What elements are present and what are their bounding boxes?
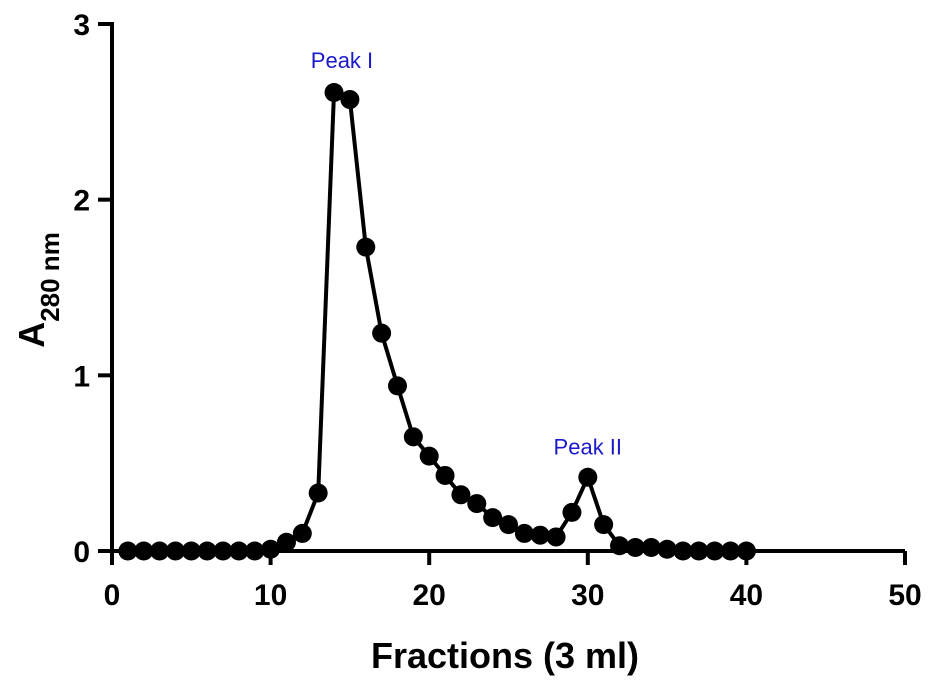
data-point	[324, 83, 344, 103]
data-point	[181, 541, 201, 561]
data-point	[499, 515, 518, 535]
peak-annotation: Peak I	[311, 48, 373, 73]
y-tick-label: 1	[73, 360, 90, 393]
data-point	[372, 323, 392, 343]
data-point	[689, 541, 709, 561]
data-point	[308, 483, 328, 503]
data-point	[530, 525, 550, 545]
data-point	[705, 541, 725, 561]
data-point	[165, 541, 185, 561]
axes: 0 10 20 30 40 50 0 1 2 3	[73, 9, 921, 612]
data-point	[451, 485, 471, 505]
data-point	[245, 541, 265, 561]
x-tick-label: 50	[888, 579, 921, 612]
data-point	[594, 515, 614, 535]
data-point	[356, 237, 376, 257]
data-point	[578, 467, 598, 487]
data-point	[276, 532, 296, 552]
data-point	[213, 541, 233, 561]
data-point	[292, 523, 312, 543]
data-point	[229, 541, 249, 561]
data-point	[610, 536, 630, 556]
data-point	[403, 427, 423, 447]
data-point	[641, 537, 661, 557]
data-point	[467, 494, 487, 514]
y-tick-label: 2	[73, 185, 90, 218]
x-tick-label: 10	[254, 579, 287, 612]
x-axis-title: Fractions (3 ml)	[371, 635, 639, 676]
data-point	[197, 541, 217, 561]
data-point	[625, 537, 645, 557]
y-axis-title: A280 nm	[11, 232, 65, 348]
y-tick-label: 3	[73, 9, 90, 42]
data-point	[134, 541, 154, 561]
y-axis-title-main: A	[11, 322, 52, 348]
data-point	[419, 446, 439, 466]
y-axis-title-subscript: 280 nm	[35, 232, 65, 322]
data-point	[435, 465, 455, 485]
x-tick-label: 30	[571, 579, 604, 612]
y-tick-label: 0	[73, 536, 90, 569]
data-point	[546, 527, 566, 547]
x-tick-label: 40	[730, 579, 763, 612]
x-tick-label: 20	[413, 579, 446, 612]
x-tick-label: 0	[104, 579, 121, 612]
data-point	[721, 541, 741, 561]
peak-annotation: Peak II	[554, 434, 622, 459]
data-point	[150, 541, 170, 561]
annotation-layer: Peak I Peak II	[311, 48, 622, 459]
series-layer	[118, 83, 756, 561]
data-point	[483, 508, 503, 528]
data-point	[562, 502, 582, 522]
data-point	[118, 541, 138, 561]
data-point	[514, 523, 534, 543]
data-point	[340, 90, 360, 110]
series-line	[127, 90, 747, 553]
data-point	[736, 541, 756, 561]
data-point	[673, 541, 693, 561]
data-point	[387, 376, 407, 396]
data-point	[657, 539, 677, 559]
data-point	[261, 539, 281, 559]
